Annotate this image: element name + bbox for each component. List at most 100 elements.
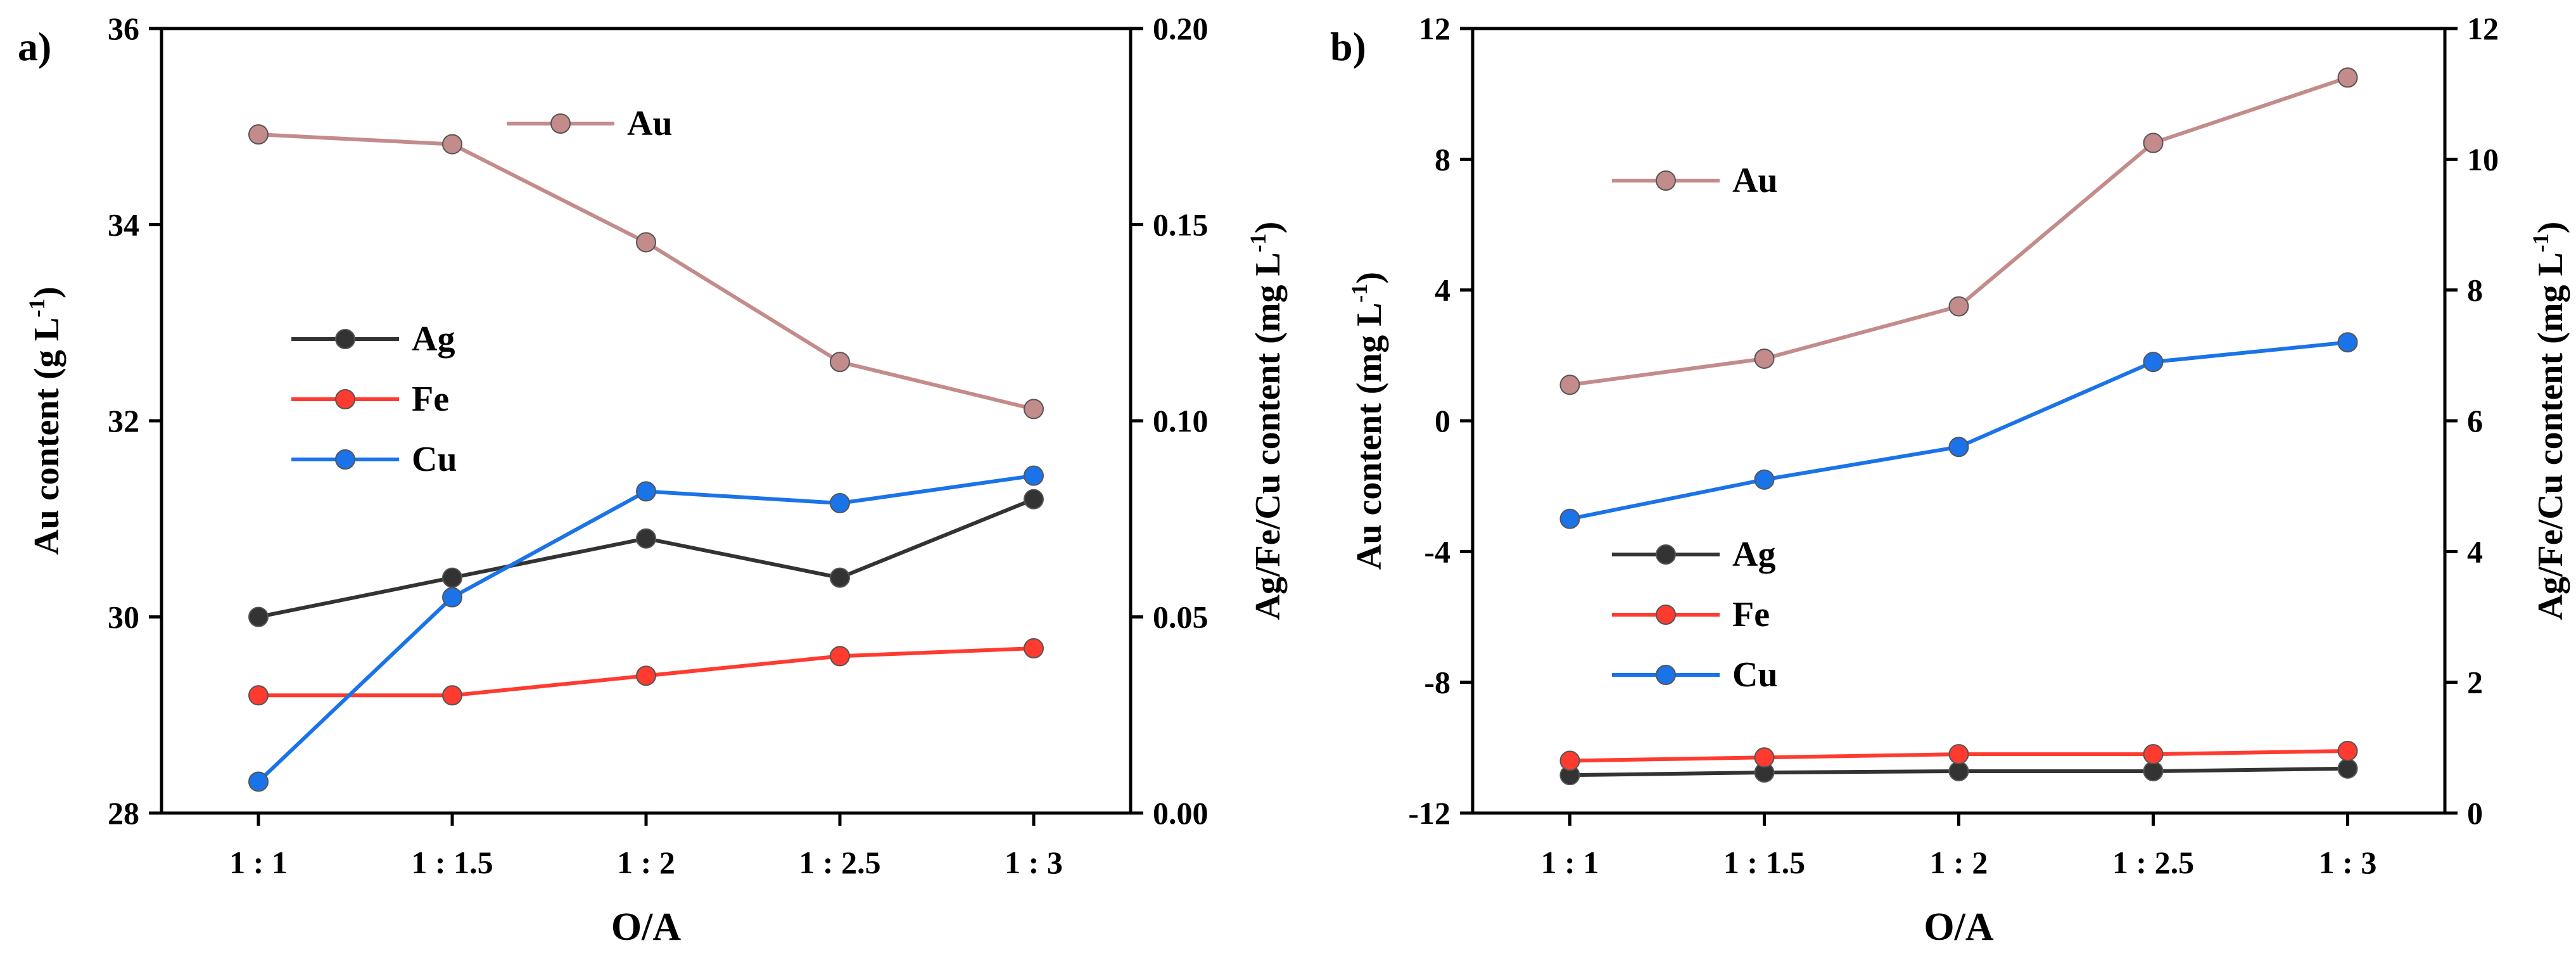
data-point-au [830, 352, 850, 373]
legend-marker [335, 449, 355, 470]
series-line-ag [258, 497, 1035, 619]
y-left-tick-label: 30 [108, 599, 139, 635]
data-point-ag [2143, 760, 2164, 781]
data-point-ag [442, 567, 462, 588]
y-left-tick-label: 12 [1419, 11, 1450, 46]
legend-label: Ag [412, 319, 455, 359]
data-point-ag [830, 567, 850, 588]
legend-label: Fe [1732, 595, 1770, 634]
data-point-au [1559, 375, 1580, 395]
data-point-cu [830, 492, 850, 513]
plot-frame [1471, 27, 2447, 815]
x-tick-label: 1 : 1 [1541, 845, 1599, 880]
y-right-tick-label: 8 [2467, 272, 2483, 308]
y-right-tick-label: 0.20 [1153, 11, 1209, 46]
legend-label: Au [627, 104, 673, 143]
y-left-axis-label: Au content (mg L-1) [1347, 272, 1389, 570]
data-point-cu [442, 587, 462, 608]
y-right-tick-label: 0.00 [1153, 795, 1209, 831]
y-right-tick-label: 0 [2467, 795, 2483, 831]
series-line-au [1570, 75, 2349, 387]
data-point-ag [248, 606, 269, 627]
legend-label: Fe [412, 380, 449, 419]
chart-panel-a: a) 1 : 1 1 : 1.5 1 : 2 1 : 2.5 1 : 3 O/A 28 30 32… [18, 11, 1288, 949]
legend-marker [1656, 170, 1676, 191]
legend-marker [1656, 605, 1676, 625]
chart-panel-b: b) 1 : 1 1 : 1.5 1 : 2 1 : 2.5 1 : 3 O/A -12 -8 -… [1330, 11, 2570, 949]
data-point-fe [442, 685, 462, 706]
data-point-cu [1754, 469, 1775, 490]
legend-marker [1656, 544, 1676, 565]
panel-label: a) [18, 24, 51, 69]
series-line-au [258, 132, 1034, 411]
data-point-cu [248, 771, 269, 792]
data-point-cu [636, 481, 656, 502]
y-left-tick-label: -4 [1424, 534, 1450, 569]
x-tick-label: 1 : 2.5 [2112, 845, 2194, 880]
data-point-fe [830, 646, 850, 667]
data-point-cu [1559, 508, 1580, 529]
y-left-tick-label: 0 [1435, 403, 1450, 439]
data-point-au [248, 124, 269, 145]
y-right-axis-label: Ag/Fe/Cu content (mg L-1) [1245, 222, 1288, 620]
legend-label: Cu [412, 440, 457, 479]
data-point-au [2337, 67, 2358, 88]
data-point-au [1754, 348, 1775, 369]
data-point-ag [2337, 758, 2358, 779]
x-tick-label: 1 : 1.5 [411, 845, 493, 880]
data-point-au [636, 232, 656, 253]
data-point-ag [636, 528, 656, 549]
data-point-fe [2337, 740, 2358, 761]
y-right-tick-label: 0.10 [1153, 403, 1209, 439]
data-point-cu [2143, 352, 2164, 373]
x-tick-label: 1 : 2.5 [799, 845, 880, 880]
data-point-fe [636, 665, 656, 686]
y-right-tick-label: 0.15 [1153, 207, 1209, 243]
legend-marker [1656, 665, 1676, 685]
legend-label: Ag [1732, 535, 1775, 574]
data-point-au [1948, 296, 1969, 317]
y-left-tick-label: 36 [108, 11, 139, 46]
data-point-fe [2143, 744, 2164, 765]
data-point-fe [248, 685, 269, 706]
data-point-cu [1024, 465, 1044, 486]
x-tick-label: 1 : 3 [2319, 845, 2377, 880]
y-left-tick-label: 8 [1435, 141, 1450, 177]
legend-label: Au [1732, 161, 1778, 200]
x-axis-label: O/A [611, 906, 681, 949]
y-right-tick-label: 4 [2467, 534, 2483, 569]
legend-label: Cu [1732, 655, 1778, 695]
data-point-au [442, 134, 462, 155]
y-right-tick-label: 12 [2467, 11, 2499, 46]
legend-marker [550, 113, 571, 134]
y-right-axis-label: Ag/Fe/Cu content (mg L-1) [2528, 222, 2570, 620]
data-point-fe [1948, 744, 1969, 765]
y-left-tick-label: -12 [1408, 795, 1450, 831]
y-right-tick-label: 0.05 [1153, 599, 1209, 635]
x-tick-label: 1 : 2 [617, 845, 675, 880]
data-point-au [2143, 132, 2164, 153]
y-left-tick-label: 28 [108, 795, 139, 831]
data-point-cu [1948, 437, 1969, 458]
legend-marker [335, 329, 355, 349]
y-right-tick-label: 2 [2467, 665, 2483, 700]
series-line-cu [257, 473, 1034, 783]
y-left-tick-label: -8 [1424, 665, 1450, 700]
data-point-cu [2337, 332, 2358, 353]
y-left-tick-label: 32 [108, 403, 139, 439]
y-right-tick-label: 10 [2467, 141, 2499, 177]
y-left-tick-label: 4 [1435, 272, 1450, 308]
data-point-fe [1024, 638, 1044, 659]
data-point-ag [1948, 760, 1969, 781]
x-tick-label: 1 : 3 [1005, 845, 1063, 880]
data-point-fe [1559, 750, 1580, 771]
y-right-tick-label: 6 [2467, 403, 2483, 439]
data-point-au [1024, 399, 1044, 420]
x-axis-label: O/A [1924, 906, 1993, 949]
x-tick-label: 1 : 2 [1930, 845, 1988, 880]
data-point-ag [1024, 489, 1044, 510]
x-tick-label: 1 : 1 [229, 845, 288, 880]
legend-marker [335, 389, 355, 409]
